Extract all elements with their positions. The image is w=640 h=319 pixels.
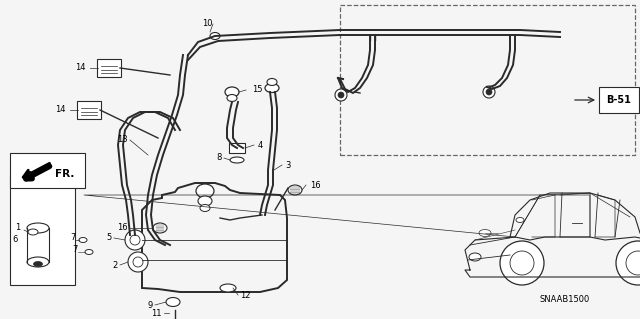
Text: 6: 6 bbox=[12, 235, 17, 244]
Ellipse shape bbox=[210, 33, 220, 40]
Ellipse shape bbox=[230, 157, 244, 163]
Ellipse shape bbox=[267, 78, 277, 85]
Bar bbox=[229, 143, 245, 153]
FancyBboxPatch shape bbox=[97, 59, 121, 77]
Ellipse shape bbox=[227, 94, 237, 101]
Circle shape bbox=[483, 86, 495, 98]
Text: 5: 5 bbox=[107, 234, 112, 242]
Bar bbox=[340, 5, 635, 155]
Ellipse shape bbox=[200, 204, 210, 211]
Ellipse shape bbox=[265, 84, 279, 93]
Circle shape bbox=[128, 252, 148, 272]
Ellipse shape bbox=[33, 262, 42, 266]
Circle shape bbox=[130, 235, 140, 245]
Ellipse shape bbox=[479, 229, 491, 236]
Text: 16: 16 bbox=[117, 224, 128, 233]
FancyBboxPatch shape bbox=[599, 87, 639, 113]
Circle shape bbox=[338, 92, 344, 98]
Ellipse shape bbox=[198, 196, 212, 206]
Text: 15: 15 bbox=[252, 85, 262, 94]
Circle shape bbox=[125, 230, 145, 250]
Circle shape bbox=[500, 241, 544, 285]
Ellipse shape bbox=[153, 223, 167, 233]
Text: 10: 10 bbox=[202, 19, 213, 28]
Text: 7: 7 bbox=[72, 246, 77, 255]
Text: 4: 4 bbox=[258, 140, 263, 150]
Circle shape bbox=[133, 257, 143, 267]
Text: 11: 11 bbox=[152, 308, 162, 317]
Text: SNAAB1500: SNAAB1500 bbox=[540, 295, 590, 305]
Circle shape bbox=[335, 89, 347, 101]
Ellipse shape bbox=[288, 185, 302, 195]
Bar bbox=[10, 153, 85, 188]
Text: 3: 3 bbox=[285, 160, 291, 169]
Ellipse shape bbox=[27, 223, 49, 233]
Text: 7: 7 bbox=[70, 234, 76, 242]
Circle shape bbox=[616, 241, 640, 285]
Ellipse shape bbox=[166, 298, 180, 307]
Circle shape bbox=[510, 251, 534, 275]
Text: 2: 2 bbox=[113, 261, 118, 270]
Text: 1: 1 bbox=[15, 224, 20, 233]
Text: 8: 8 bbox=[216, 153, 222, 162]
Bar bbox=[10, 175, 75, 285]
Ellipse shape bbox=[79, 238, 87, 242]
Ellipse shape bbox=[196, 184, 214, 198]
Ellipse shape bbox=[516, 218, 524, 222]
Text: 9: 9 bbox=[148, 300, 153, 309]
FancyBboxPatch shape bbox=[77, 101, 101, 119]
Ellipse shape bbox=[85, 249, 93, 255]
Text: 16: 16 bbox=[310, 181, 321, 189]
Ellipse shape bbox=[28, 229, 38, 235]
Ellipse shape bbox=[225, 87, 239, 97]
Text: FR.: FR. bbox=[55, 169, 74, 179]
Ellipse shape bbox=[220, 284, 236, 292]
Ellipse shape bbox=[27, 257, 49, 267]
Circle shape bbox=[626, 251, 640, 275]
Circle shape bbox=[486, 89, 492, 95]
Text: 12: 12 bbox=[240, 291, 250, 300]
Text: B-51: B-51 bbox=[607, 95, 632, 105]
Text: 14: 14 bbox=[56, 106, 66, 115]
Text: 13: 13 bbox=[117, 136, 128, 145]
Text: 14: 14 bbox=[76, 63, 86, 72]
Ellipse shape bbox=[469, 253, 481, 261]
